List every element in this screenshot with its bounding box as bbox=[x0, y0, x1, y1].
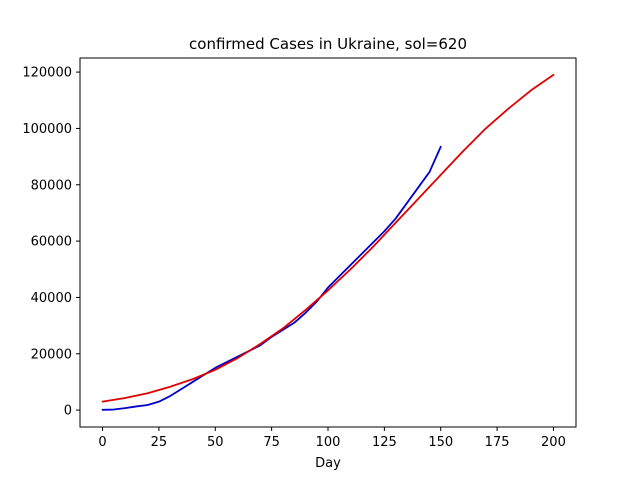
y-tick-label: 100000 bbox=[22, 122, 72, 137]
y-tick-label: 80000 bbox=[31, 178, 72, 193]
x-tick-label: 25 bbox=[151, 435, 168, 450]
y-tick-label: 120000 bbox=[22, 66, 72, 81]
y-tick-label: 20000 bbox=[31, 347, 72, 362]
y-tick-label: 60000 bbox=[31, 235, 72, 250]
x-tick-label: 125 bbox=[372, 435, 397, 450]
y-tick-label: 0 bbox=[64, 404, 72, 419]
chart-title: confirmed Cases in Ukraine, sol=620 bbox=[189, 35, 467, 53]
series-layer bbox=[101, 74, 555, 411]
x-axis-label: Day bbox=[315, 456, 341, 471]
series-line-1 bbox=[101, 74, 555, 403]
x-tick-label: 150 bbox=[428, 435, 453, 450]
y-axis-ticks: 0 20000 40000 60000 80000 100000 120000 bbox=[22, 66, 80, 419]
x-tick-label: 50 bbox=[207, 435, 224, 450]
x-tick-label: 0 bbox=[98, 435, 106, 450]
x-tick-label: 175 bbox=[485, 435, 510, 450]
x-tick-label: 200 bbox=[541, 435, 566, 450]
y-tick-label: 40000 bbox=[31, 291, 72, 306]
x-tick-label: 100 bbox=[316, 435, 341, 450]
x-axis-ticks: 0 25 50 75 100 125 150 175 200 bbox=[98, 427, 566, 450]
x-tick-label: 75 bbox=[263, 435, 280, 450]
